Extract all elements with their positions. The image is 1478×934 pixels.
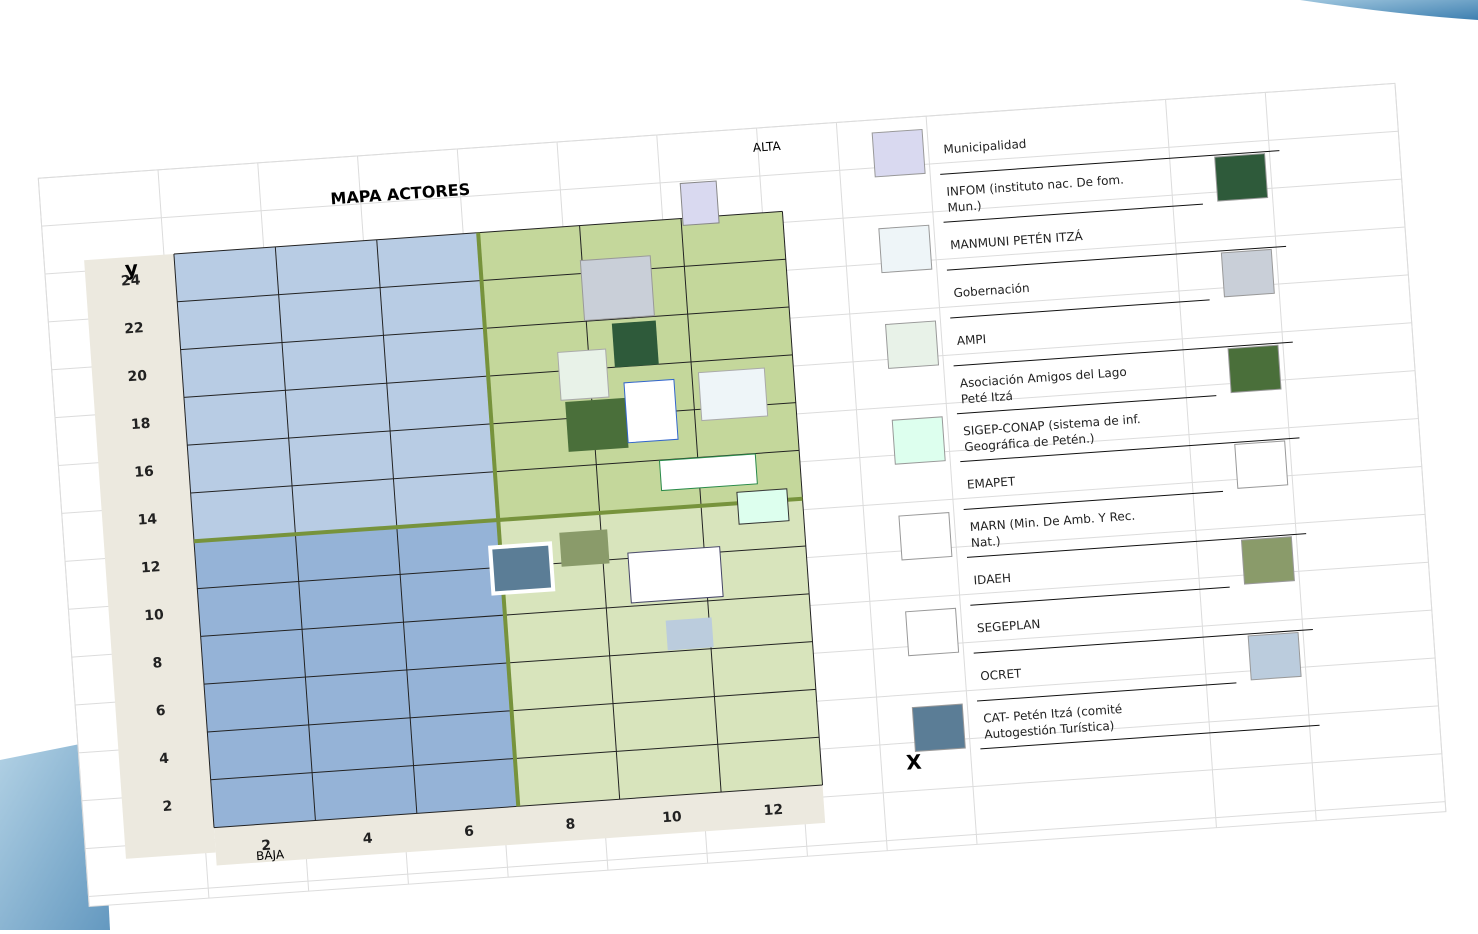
y-tick-label: 24 <box>120 272 141 289</box>
cell-line <box>38 82 1396 179</box>
y-tick-label: 18 <box>130 416 151 433</box>
actor-logo <box>1234 440 1289 489</box>
x-tick-label: 10 <box>662 809 683 826</box>
y-tick-label: 8 <box>152 655 163 672</box>
actor-name: AMPI <box>956 332 986 348</box>
cell-line <box>835 122 888 851</box>
y-axis-label: y <box>124 256 139 281</box>
logo <box>736 488 790 525</box>
actor-logo <box>1227 344 1282 394</box>
actor-name: IDAEH <box>973 571 1011 588</box>
actor-logo <box>885 320 940 369</box>
cell-line <box>925 116 978 845</box>
y-tick-label: 12 <box>140 559 161 576</box>
logo <box>611 320 659 368</box>
logo <box>579 255 655 322</box>
actor-name: OCRET <box>980 666 1023 683</box>
actor-separator <box>977 682 1237 702</box>
actor-logo <box>905 607 960 657</box>
actor-name: Municipalidad <box>943 137 1027 157</box>
logo <box>697 367 769 422</box>
actor-logo <box>898 512 953 561</box>
actor-separator <box>963 490 1224 511</box>
logo <box>559 529 610 567</box>
actor-separator <box>960 437 1300 463</box>
actor-separator <box>940 150 1280 175</box>
y-tick-label: 10 <box>144 607 165 624</box>
actor-logo <box>1240 536 1295 585</box>
actor-logo <box>878 224 933 274</box>
x-axis-label: X <box>905 750 923 775</box>
logo <box>658 453 758 492</box>
cell-line <box>1264 92 1317 821</box>
x-tick-label: 2 <box>261 838 272 855</box>
y-tick-label: 20 <box>127 368 148 385</box>
logo <box>627 546 724 604</box>
actor-separator <box>943 203 1203 223</box>
logo <box>623 378 679 444</box>
logo <box>679 180 720 226</box>
actor-name: SEGEPLAN <box>976 617 1040 635</box>
y-tick-label: 14 <box>137 511 158 528</box>
logos <box>488 180 790 651</box>
y-tick-label: 4 <box>159 751 170 768</box>
actor-name: EMAPET <box>966 474 1016 491</box>
logo <box>488 541 556 596</box>
actor-separator <box>946 245 1287 271</box>
cell-line <box>37 178 90 907</box>
actor-logo <box>891 416 946 465</box>
actor-separator <box>973 628 1313 654</box>
actor-logo <box>1247 631 1302 681</box>
cell-line <box>41 130 1399 227</box>
actor-name: Gobernación <box>953 281 1030 300</box>
y-tick-label: 16 <box>134 464 155 481</box>
y-tick-label: 22 <box>124 320 145 337</box>
cell-line <box>1394 83 1447 812</box>
x-tick-label: 6 <box>464 823 475 840</box>
actor-logo <box>1220 248 1275 298</box>
actor-separator <box>953 341 1293 367</box>
y-tick-label: 6 <box>155 703 166 720</box>
cell-line <box>1165 99 1217 828</box>
y-label-column <box>84 253 216 859</box>
x-tick-label: 12 <box>763 802 784 819</box>
cell-line <box>88 801 1446 897</box>
divider-vertical <box>476 232 521 807</box>
low-label: BAJA <box>256 847 286 863</box>
actor-logo <box>871 128 926 178</box>
actor-logo <box>1214 153 1269 202</box>
logo <box>565 397 629 452</box>
logo <box>665 617 714 651</box>
x-tick-label: 8 <box>565 816 576 833</box>
y-tick-label: 2 <box>162 798 173 815</box>
high-label: ALTA <box>752 139 782 155</box>
corner-photo <box>1300 0 1478 20</box>
actor-logo <box>911 703 966 752</box>
logo <box>557 348 610 401</box>
actor-separator <box>970 586 1230 606</box>
actor-separator <box>956 395 1217 415</box>
actor-separator <box>980 724 1320 750</box>
x-label-row <box>214 785 826 866</box>
actor-separator <box>966 533 1307 558</box>
x-tick-label: 4 <box>362 831 373 848</box>
actor-separator <box>950 299 1210 319</box>
